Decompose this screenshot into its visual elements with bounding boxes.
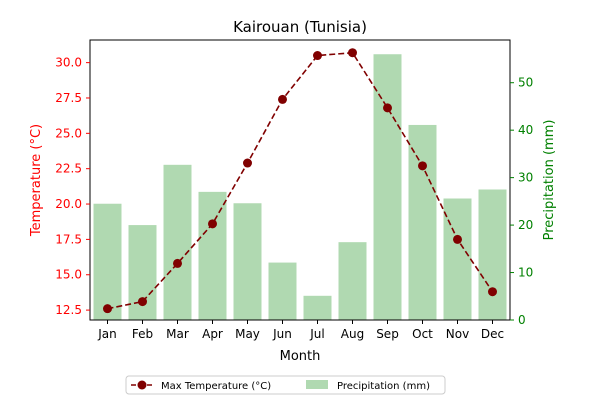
x-tick-label: Dec [481,327,504,341]
temperature-point-apr [208,219,217,229]
x-tick-label: Nov [446,327,469,341]
temperature-point-jun [278,94,287,104]
legend-line-marker [137,380,147,390]
x-tick-label: Aug [341,327,364,341]
precipitation-bar-may [233,203,262,320]
legend-label-precipitation: Precipitation (mm) [337,381,430,392]
left-tick-label: 12.5 [55,303,82,317]
legend-bar-swatch [306,380,328,389]
right-tick-label: 50 [518,76,533,90]
precipitation-bar-dec [478,189,507,320]
right-tick-label: 30 [518,171,533,185]
precipitation-bar-jul [303,295,332,320]
left-tick-label: 27.5 [55,91,82,105]
temperature-series-line [107,51,494,310]
precipitation-bar-jan [93,203,122,320]
precipitation-bar-mar [163,164,192,320]
temperature-point-mar [173,258,182,268]
precipitation-bar-sep [373,54,402,320]
left-axis-label: Temperature (°C) [29,124,44,237]
x-tick-label: Oct [412,327,433,341]
x-axis-label: Month [280,349,321,364]
precipitation-bar-nov [443,198,472,320]
left-tick-label: 30.0 [55,56,82,70]
precipitation-bar-oct [408,124,437,320]
temperature-point-dec [488,287,497,297]
precipitation-bars [93,54,507,320]
right-tick-label: 40 [518,123,533,137]
right-axis-label: Precipitation (mm) [542,120,557,241]
x-tick-label: Jun [272,327,292,341]
precipitation-bar-apr [198,191,227,320]
x-tick-label: Feb [132,327,153,341]
legend-frame [125,375,446,395]
x-tick-label: Apr [202,327,223,341]
x-tick-label: Sep [376,327,399,341]
right-tick-label: 20 [518,218,533,232]
legend: Max Temperature (°C) Precipitation (mm) [125,375,446,395]
temperature-point-nov [453,234,462,244]
temperature-point-oct [418,161,427,171]
left-tick-label: 22.5 [55,162,82,176]
x-tick-label: Mar [166,327,189,341]
temperature-point-sep [383,103,392,113]
left-tick-label: 20.0 [55,197,82,211]
axes: Jan Feb Mar Apr May Jun Jul Aug Sep Oct Nov Dec 12.5… [55,39,533,341]
temperature-point-feb [138,297,147,307]
temperature-point-jan [103,304,112,314]
right-tick-label: 10 [518,266,533,280]
left-tick-label: 15.0 [55,268,82,282]
x-tick-label: Jan [97,327,117,341]
chart-title: Kairouan (Tunisia) [233,18,367,36]
temperature-line [103,48,497,314]
temperature-point-may [243,158,252,168]
left-tick-label: 25.0 [55,126,82,140]
temperature-point-jul [313,51,322,61]
temperature-point-aug [348,48,357,58]
x-tick-label: May [235,327,260,341]
legend-label-temperature: Max Temperature (°C) [161,381,271,392]
left-tick-label: 17.5 [55,232,82,246]
precipitation-bar-jun [268,262,297,320]
right-tick-label: 0 [518,313,526,327]
precipitation-bar-aug [338,242,367,320]
x-tick-label: Jul [309,327,324,341]
plot-frame [89,39,511,321]
